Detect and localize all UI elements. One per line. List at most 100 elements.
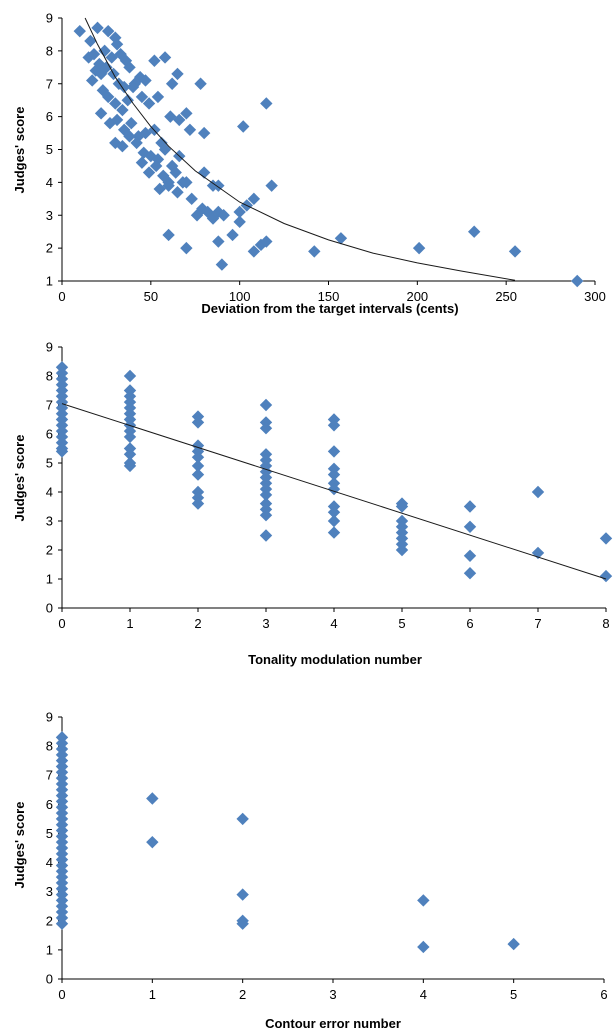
x-tick-label: 250 <box>495 289 517 304</box>
data-point <box>183 123 197 136</box>
data-point <box>507 937 520 951</box>
data-point <box>158 51 172 64</box>
data-point <box>123 430 137 444</box>
data-point <box>116 103 129 117</box>
data-point <box>82 51 95 64</box>
x-tick-label: 1 <box>126 616 133 631</box>
data-point <box>508 245 522 258</box>
data-point <box>101 24 115 38</box>
x-tick-label: 1 <box>149 987 156 1002</box>
data-point <box>162 179 175 192</box>
data-point <box>191 497 205 510</box>
data-point <box>110 38 124 51</box>
data-point <box>233 205 246 219</box>
x-tick-label: 2 <box>194 616 201 631</box>
y-tick-label: 0 <box>46 972 53 987</box>
data-point <box>89 64 102 77</box>
y-tick-label: 4 <box>46 855 53 870</box>
data-point <box>191 451 205 464</box>
data-point <box>123 459 137 473</box>
data-point <box>135 90 149 104</box>
scatter-chart-deviation: Deviation from the target intervals (cen… <box>12 11 606 317</box>
data-point <box>146 792 159 805</box>
data-point <box>327 514 341 528</box>
data-point <box>100 61 113 74</box>
y-tick-label: 3 <box>46 208 53 223</box>
x-axis-title: Deviation from the target intervals (cen… <box>201 301 458 316</box>
x-tick-label: 50 <box>144 289 158 304</box>
y-tick-label: 9 <box>46 710 53 725</box>
data-point <box>327 445 341 458</box>
x-tick-label: 100 <box>229 289 251 304</box>
y-tick-label: 5 <box>46 456 53 471</box>
data-point <box>87 47 101 61</box>
data-point <box>73 24 86 38</box>
x-tick-label: 150 <box>318 289 340 304</box>
data-point <box>395 500 409 513</box>
data-point <box>110 113 124 127</box>
y-tick-label: 9 <box>46 11 53 26</box>
y-tick-label: 7 <box>46 398 53 413</box>
data-point <box>116 140 129 153</box>
x-tick-label: 0 <box>58 616 65 631</box>
data-point <box>197 166 211 179</box>
data-point <box>123 448 137 461</box>
y-tick-label: 9 <box>46 340 53 355</box>
data-point <box>101 90 115 104</box>
data-point <box>55 917 69 930</box>
data-point <box>173 113 186 127</box>
scatter-chart-contour: Contour error number Judges' score 0 1 2 3 4… <box>12 710 608 1032</box>
data-point <box>412 241 426 255</box>
data-point <box>139 74 152 87</box>
data-point <box>169 166 182 179</box>
x-tick-label: 2 <box>239 987 246 1002</box>
data-point <box>265 179 278 192</box>
data-point <box>197 126 211 140</box>
data-point <box>142 166 156 179</box>
x-tick-label: 0 <box>58 289 65 304</box>
data-point <box>98 44 111 58</box>
data-point <box>126 80 140 94</box>
data-point <box>226 228 239 242</box>
data-point <box>185 192 198 206</box>
x-tick-label: 0 <box>58 987 65 1002</box>
data-point <box>123 130 136 143</box>
y-tick-label: 6 <box>46 797 53 812</box>
x-axis-title: Contour error number <box>265 1016 401 1031</box>
data-point <box>334 232 348 245</box>
data-point <box>84 34 97 48</box>
x-tick-label: 200 <box>406 289 428 304</box>
x-tick-label: 4 <box>330 616 337 631</box>
data-point <box>142 97 156 110</box>
x-tick-label: 300 <box>584 289 606 304</box>
data-point <box>599 532 613 545</box>
x-tick-label: 4 <box>420 987 427 1002</box>
data-point <box>148 54 161 67</box>
x-tick-label: 6 <box>600 987 607 1002</box>
data-point <box>171 67 184 81</box>
data-point <box>117 80 131 94</box>
data-point <box>463 500 477 513</box>
data-point <box>86 74 99 87</box>
y-tick-label: 2 <box>46 913 53 928</box>
y-axis-title: Judges' score <box>12 435 27 522</box>
data-point <box>191 459 205 473</box>
y-axis-title: Judges' score <box>12 107 27 194</box>
data-point <box>212 235 225 248</box>
data-point <box>180 176 193 189</box>
y-tick-label: 4 <box>46 175 53 190</box>
y-tick-label: 3 <box>46 514 53 529</box>
data-point <box>105 51 118 64</box>
trend-line <box>84 17 516 281</box>
y-tick-label: 7 <box>46 76 53 91</box>
y-tick-label: 6 <box>46 427 53 442</box>
data-point <box>467 225 481 238</box>
data-point <box>158 143 172 156</box>
x-tick-label: 7 <box>534 616 541 631</box>
data-point <box>327 526 341 539</box>
data-point <box>149 159 163 173</box>
data-point <box>109 31 122 44</box>
data-point <box>135 156 149 169</box>
data-point <box>171 186 184 199</box>
